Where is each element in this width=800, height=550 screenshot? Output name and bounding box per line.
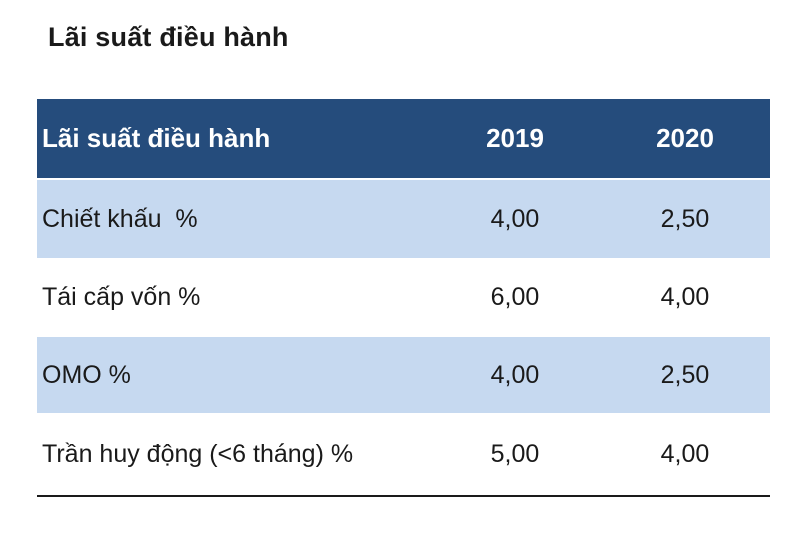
table-row-tai-cap-von: Tái cấp vốn % 6,00 4,00 [37, 258, 770, 337]
row-value-2019: 6,00 [490, 283, 540, 311]
page-title: Lãi suất điều hành [48, 22, 289, 52]
row-value-2019: 5,00 [490, 439, 540, 468]
row-value-2019: 4,00 [490, 204, 540, 233]
table-row-tran-huy-dong: Trần huy động (<6 tháng) % 5,00 4,00 [37, 413, 770, 495]
row-value-2020: 4,00 [660, 439, 710, 468]
policy-rate-table: Lãi suất điều hành 2019 2020 Chiết khấu … [37, 99, 770, 497]
row-value-2020: 2,50 [660, 360, 710, 389]
table-row-chiet-khau: Chiết khấu % 4,00 2,50 [37, 180, 770, 258]
row-value-2020: 2,50 [660, 204, 710, 233]
header-cell-label: Lãi suất điều hành [42, 123, 271, 153]
row-label: Tái cấp vốn % [42, 283, 201, 311]
row-label: OMO % [42, 360, 131, 389]
row-value-2020: 4,00 [660, 283, 710, 311]
table-row-omo: OMO % 4,00 2,50 [37, 337, 770, 413]
row-label: Trần huy động (<6 tháng) % [42, 439, 354, 468]
row-label: Chiết khấu % [42, 204, 198, 233]
table-header-row: Lãi suất điều hành 2019 2020 [37, 99, 770, 180]
row-value-2019: 4,00 [490, 360, 540, 389]
header-cell-2019: 2019 [486, 123, 544, 153]
header-cell-2020: 2020 [656, 123, 714, 153]
